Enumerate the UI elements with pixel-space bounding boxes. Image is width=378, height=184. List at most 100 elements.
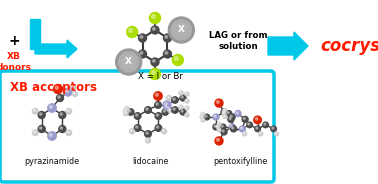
Circle shape bbox=[217, 126, 218, 127]
Circle shape bbox=[156, 103, 158, 105]
Circle shape bbox=[243, 132, 246, 136]
Circle shape bbox=[172, 54, 183, 66]
Circle shape bbox=[217, 122, 221, 126]
Circle shape bbox=[186, 100, 187, 101]
Circle shape bbox=[60, 113, 62, 115]
Circle shape bbox=[242, 116, 248, 122]
Circle shape bbox=[146, 138, 150, 143]
Text: cocrystals: cocrystals bbox=[320, 37, 378, 55]
Circle shape bbox=[151, 58, 159, 66]
Circle shape bbox=[155, 102, 161, 108]
Circle shape bbox=[136, 114, 138, 116]
Circle shape bbox=[54, 84, 62, 93]
Circle shape bbox=[229, 124, 235, 130]
Circle shape bbox=[64, 88, 72, 96]
Circle shape bbox=[165, 36, 168, 38]
Circle shape bbox=[259, 132, 263, 136]
Circle shape bbox=[217, 128, 221, 132]
Circle shape bbox=[230, 125, 232, 127]
Circle shape bbox=[33, 130, 38, 136]
Circle shape bbox=[202, 113, 203, 114]
Circle shape bbox=[124, 112, 126, 114]
Circle shape bbox=[127, 109, 134, 115]
Circle shape bbox=[151, 26, 159, 34]
Circle shape bbox=[213, 114, 219, 120]
Circle shape bbox=[152, 59, 155, 62]
Circle shape bbox=[152, 27, 155, 30]
Circle shape bbox=[181, 110, 183, 112]
Circle shape bbox=[180, 95, 186, 101]
Circle shape bbox=[181, 96, 183, 98]
Circle shape bbox=[236, 112, 238, 114]
Circle shape bbox=[156, 114, 159, 116]
Circle shape bbox=[228, 116, 234, 122]
Circle shape bbox=[134, 125, 141, 131]
Circle shape bbox=[130, 129, 135, 134]
Circle shape bbox=[146, 139, 148, 141]
Text: pentoxifylline: pentoxifylline bbox=[213, 157, 267, 166]
Circle shape bbox=[145, 107, 151, 113]
Circle shape bbox=[205, 115, 207, 117]
Circle shape bbox=[163, 110, 166, 112]
Text: pyrazinamide: pyrazinamide bbox=[25, 157, 79, 166]
Circle shape bbox=[150, 68, 161, 79]
Circle shape bbox=[152, 15, 155, 18]
Circle shape bbox=[164, 105, 169, 109]
Circle shape bbox=[255, 117, 258, 120]
Circle shape bbox=[201, 112, 205, 116]
Circle shape bbox=[180, 92, 181, 93]
Circle shape bbox=[171, 20, 191, 40]
Circle shape bbox=[227, 112, 229, 114]
Circle shape bbox=[146, 108, 148, 110]
Circle shape bbox=[33, 131, 36, 133]
Circle shape bbox=[39, 113, 42, 115]
Circle shape bbox=[166, 106, 171, 110]
Circle shape bbox=[56, 95, 64, 102]
Circle shape bbox=[71, 84, 76, 89]
Circle shape bbox=[140, 36, 143, 38]
Circle shape bbox=[259, 133, 261, 134]
Circle shape bbox=[229, 114, 235, 120]
Circle shape bbox=[122, 55, 136, 69]
Text: XB
donors: XB donors bbox=[0, 52, 31, 72]
Circle shape bbox=[155, 93, 158, 96]
Circle shape bbox=[129, 29, 133, 32]
Circle shape bbox=[174, 23, 188, 37]
Circle shape bbox=[136, 126, 138, 128]
Circle shape bbox=[230, 115, 232, 117]
Circle shape bbox=[129, 110, 131, 112]
Circle shape bbox=[168, 108, 172, 113]
Circle shape bbox=[239, 126, 245, 132]
Circle shape bbox=[164, 102, 167, 105]
Circle shape bbox=[235, 111, 241, 116]
Text: X = I or Br: X = I or Br bbox=[138, 72, 183, 81]
Circle shape bbox=[215, 99, 223, 107]
Circle shape bbox=[186, 93, 187, 94]
Circle shape bbox=[256, 127, 258, 129]
Circle shape bbox=[229, 117, 231, 120]
Circle shape bbox=[156, 126, 159, 128]
Circle shape bbox=[248, 123, 250, 125]
Circle shape bbox=[59, 125, 66, 132]
Circle shape bbox=[243, 117, 245, 120]
Circle shape bbox=[165, 52, 168, 54]
Circle shape bbox=[255, 126, 260, 132]
Circle shape bbox=[226, 111, 232, 116]
Circle shape bbox=[60, 127, 62, 129]
Circle shape bbox=[185, 113, 189, 117]
Circle shape bbox=[180, 109, 186, 115]
Circle shape bbox=[59, 112, 66, 118]
Circle shape bbox=[166, 95, 172, 100]
Circle shape bbox=[186, 107, 187, 108]
Circle shape bbox=[221, 109, 227, 115]
Circle shape bbox=[218, 129, 219, 130]
Circle shape bbox=[127, 26, 138, 38]
Circle shape bbox=[155, 125, 162, 131]
Circle shape bbox=[264, 123, 266, 125]
Circle shape bbox=[222, 112, 226, 115]
Circle shape bbox=[217, 138, 219, 141]
Circle shape bbox=[48, 132, 56, 140]
Circle shape bbox=[218, 123, 219, 124]
Circle shape bbox=[179, 105, 183, 109]
Circle shape bbox=[150, 13, 161, 24]
